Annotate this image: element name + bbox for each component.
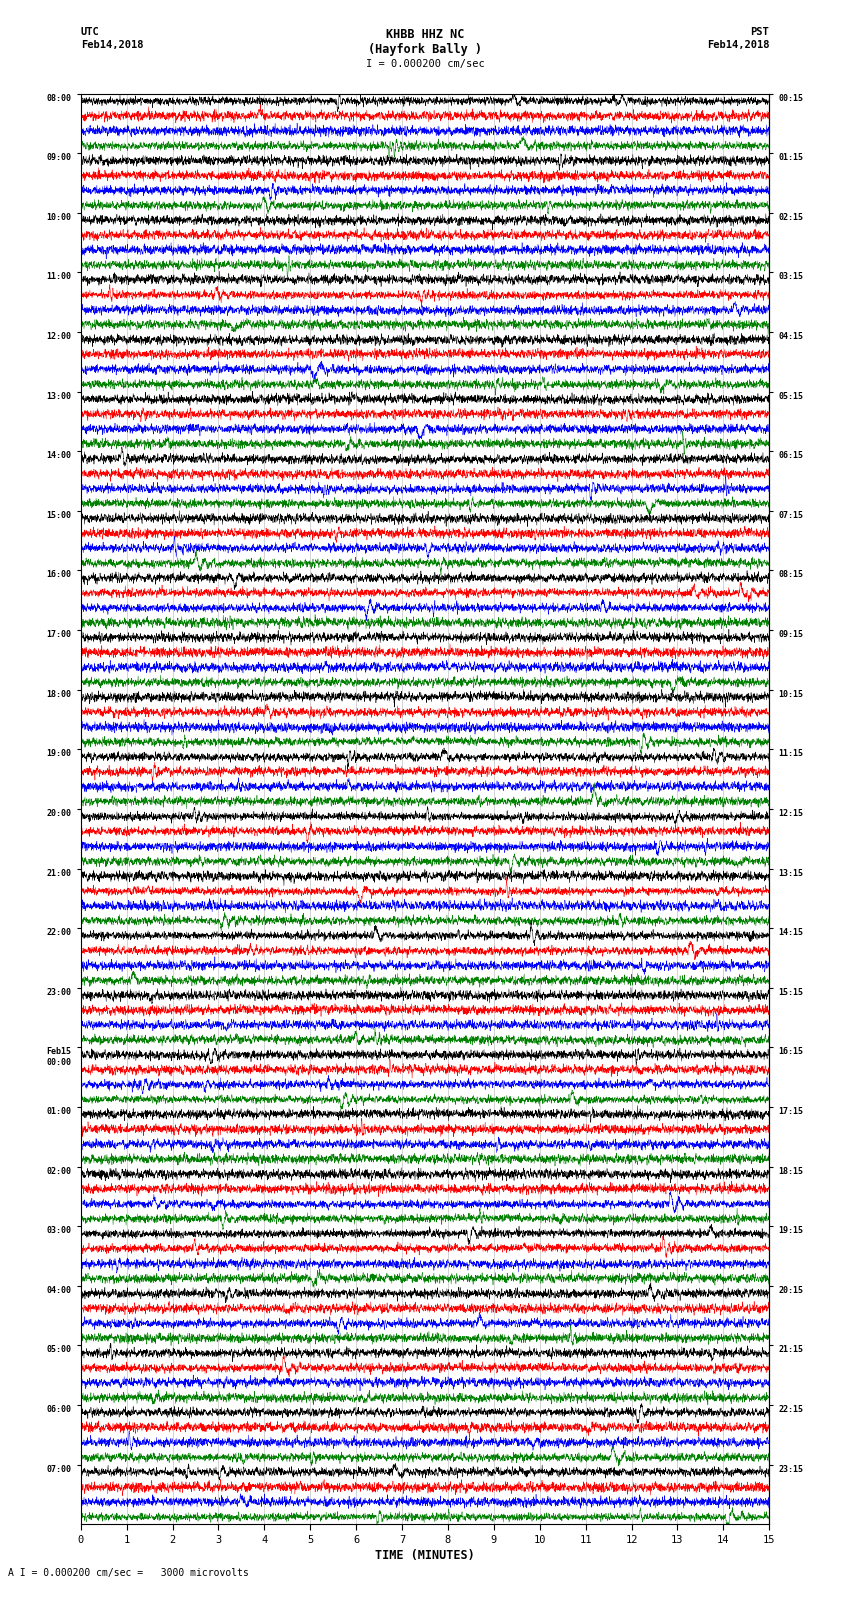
Text: I = 0.000200 cm/sec: I = 0.000200 cm/sec	[366, 60, 484, 69]
Text: UTC: UTC	[81, 27, 99, 37]
Text: A I = 0.000200 cm/sec =   3000 microvolts: A I = 0.000200 cm/sec = 3000 microvolts	[8, 1568, 249, 1578]
Text: PST: PST	[751, 27, 769, 37]
Text: Feb14,2018: Feb14,2018	[81, 40, 144, 50]
Text: (Hayfork Bally ): (Hayfork Bally )	[368, 44, 482, 56]
X-axis label: TIME (MINUTES): TIME (MINUTES)	[375, 1548, 475, 1561]
Text: Feb14,2018: Feb14,2018	[706, 40, 769, 50]
Text: KHBB HHZ NC: KHBB HHZ NC	[386, 27, 464, 40]
